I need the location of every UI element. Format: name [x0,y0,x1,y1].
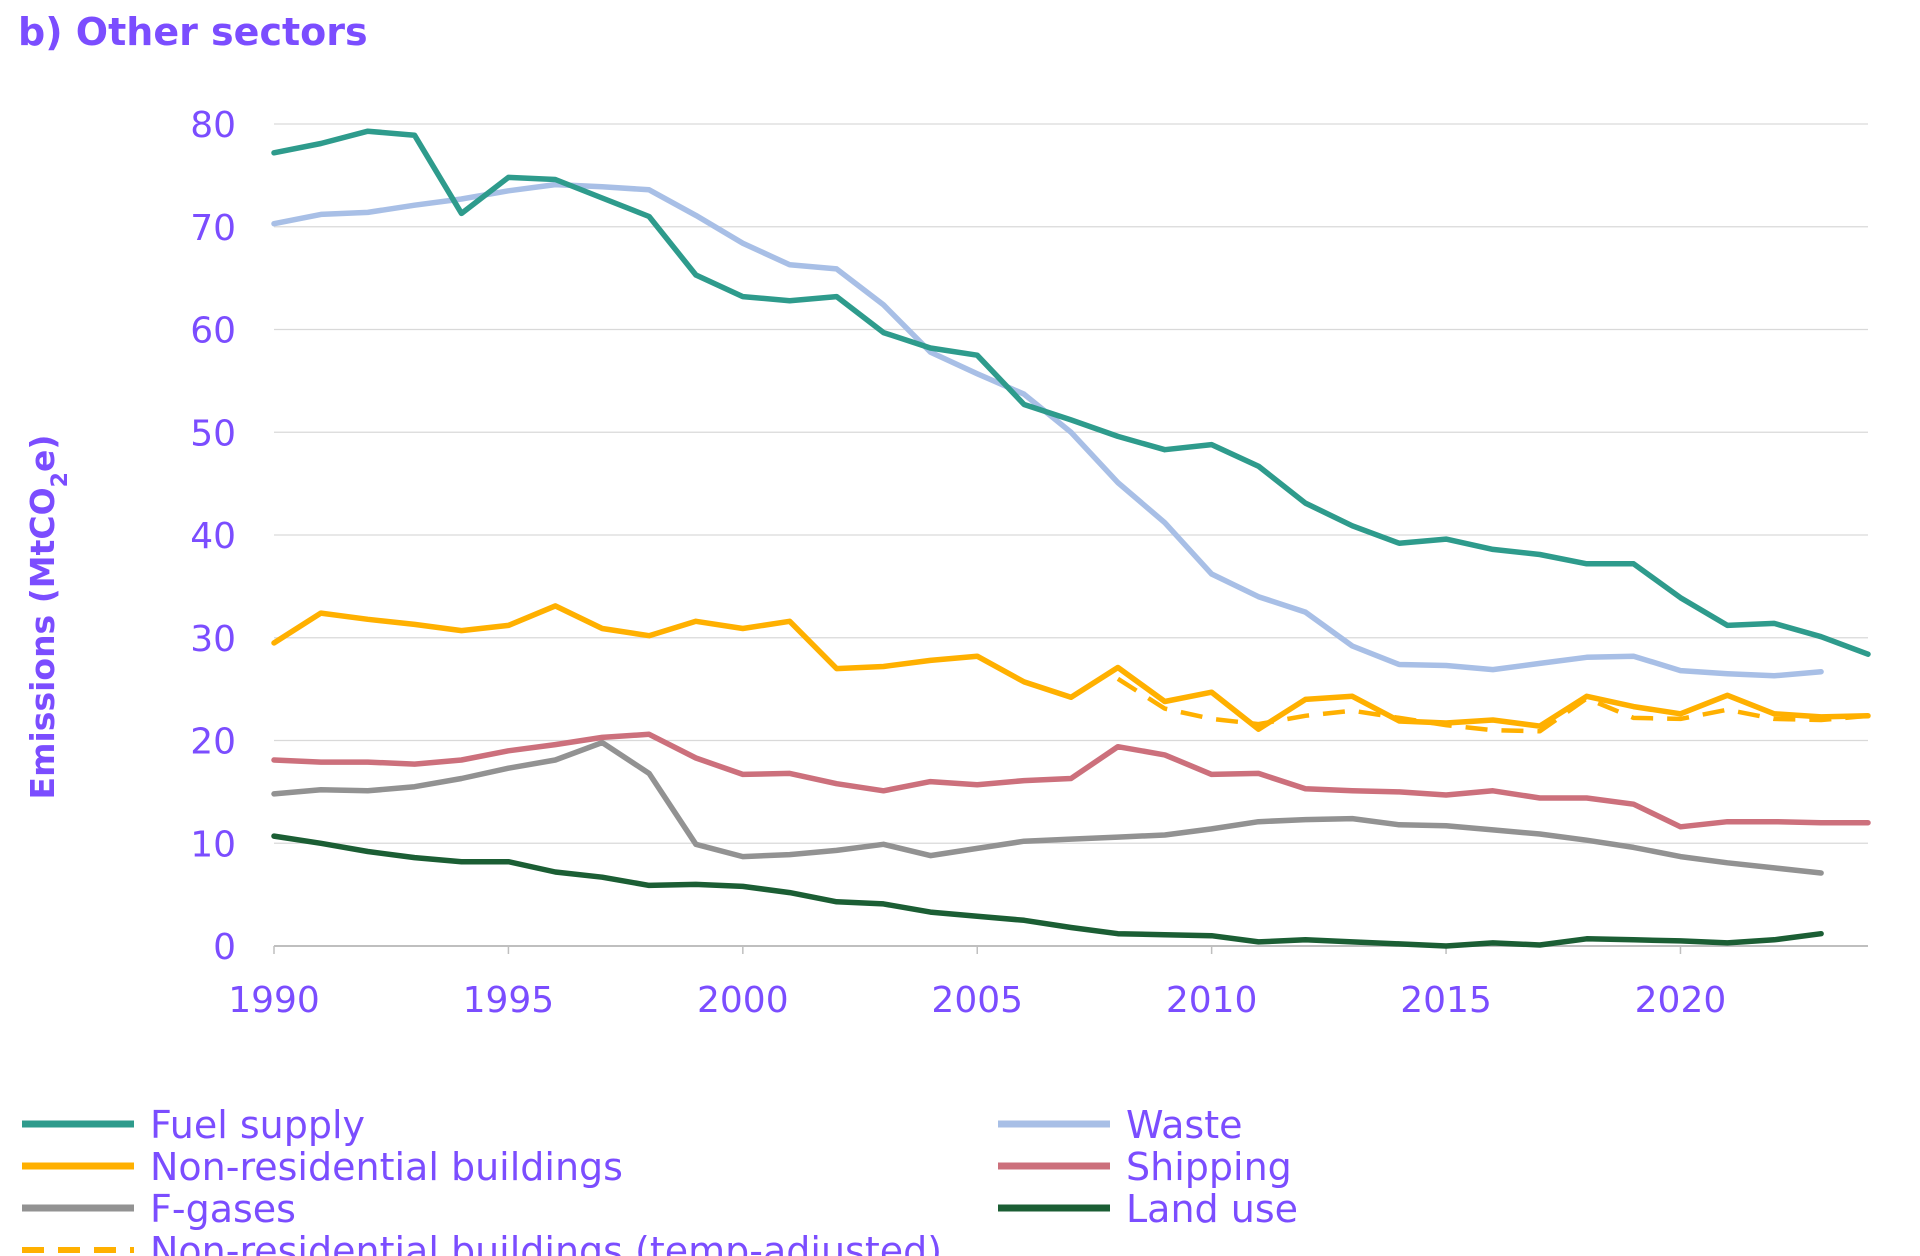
series-line-fuel-supply [271,128,1871,657]
x-tick-labels: 1990 1995 2000 2005 2010 2015 2020 [228,946,1726,1021]
series-line-waste [271,181,1824,679]
y-axis-title-main: Emissions (MtCO [23,487,62,799]
y-tick-labels: 0 10 20 30 40 50 60 70 80 [190,105,236,968]
series-lines [271,128,1871,949]
legend: Fuel supply Waste Non-residential building… [22,1103,1298,1256]
y-axis-title: Emissions (MtCO2e) [23,435,73,800]
legend-label: Non-residential buildings (temp-adjusted… [150,1229,942,1256]
y-tick-label: 30 [190,619,236,660]
x-tick-label: 2005 [931,980,1023,1021]
legend-label: F-gases [150,1187,296,1231]
y-tick-label: 0 [213,927,236,968]
y-tick-label: 80 [190,105,236,146]
legend-label: Fuel supply [150,1103,365,1147]
x-tick-label: 2020 [1635,980,1727,1021]
series-line-shipping [271,731,1871,830]
legend-label: Land use [1126,1187,1298,1231]
y-tick-label: 10 [190,824,236,865]
y-tick-label: 50 [190,413,236,454]
series-line-non-residential-buildings [271,603,1871,732]
y-axis-title-subscript: 2 [48,472,73,487]
y-tick-label: 60 [190,311,236,352]
x-tick-label: 1990 [228,980,320,1021]
chart-title: b) Other sectors [18,10,368,54]
x-tick-label: 2000 [697,980,789,1021]
x-tick-label: 2010 [1166,980,1258,1021]
y-tick-label: 20 [190,722,236,763]
gridlines [274,123,1868,947]
y-tick-label: 70 [190,208,236,249]
legend-label: Waste [1126,1103,1243,1147]
y-tick-label: 40 [190,516,236,557]
x-tick-label: 1995 [463,980,555,1021]
series-line-non-residential-buildings-temp-adjusted [1116,676,1869,734]
x-tick-label: 2015 [1400,980,1492,1021]
legend-label: Non-residential buildings [150,1145,623,1189]
series-line-f-gases [271,739,1824,876]
y-axis-title-tail: e) [23,435,62,472]
legend-label: Shipping [1126,1145,1292,1189]
series-line-land-use [271,833,1824,949]
